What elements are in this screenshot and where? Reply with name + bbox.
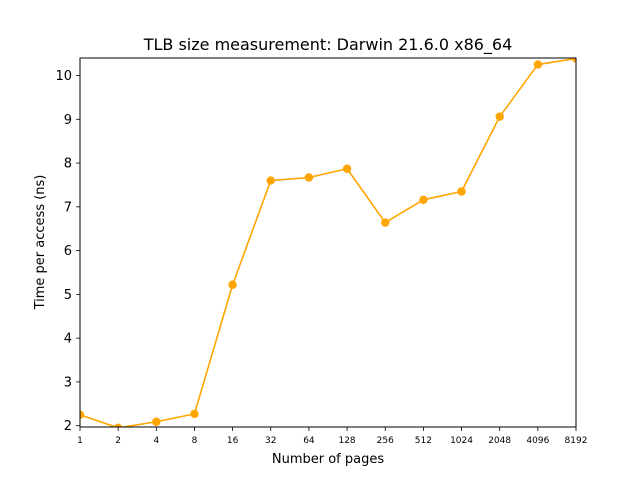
y-tick-label: 10 [55,69,72,84]
x-tick-label: 32 [265,436,276,446]
y-tick-label: 7 [64,200,72,215]
y-tick-label: 5 [64,288,72,303]
data-point [381,218,390,227]
x-tick-label: 8192 [565,436,588,446]
x-tick-label: 8 [192,436,198,446]
axis-ticks: 1 2 4 8 16 32 64 128 256 512 1024 2048 4096 819223456… [55,69,587,446]
data-series [80,58,576,427]
plot-frame [79,57,577,428]
series-group [80,58,576,427]
x-tick-label: 1 [77,436,83,446]
x-axis-label: Number of pages [272,452,384,467]
x-tick-label: 16 [227,436,239,446]
x-tick-label: 256 [377,436,394,446]
data-point [80,410,85,419]
data-point [114,423,123,427]
data-point [533,60,543,69]
y-tick-label: 4 [64,332,72,347]
y-tick-label: 3 [64,375,72,390]
y-tick-label: 6 [64,244,72,259]
data-point [457,187,466,196]
plot-area [80,58,576,427]
data-point [419,195,428,205]
data-point [304,173,314,182]
data-point [266,176,275,185]
x-tick-label: 4096 [526,436,549,446]
data-point [571,58,576,63]
data-point [152,417,161,426]
x-tick-label: 2048 [488,436,511,446]
x-tick-label: 4 [153,436,159,446]
data-point [342,164,352,173]
data-point [495,112,504,121]
x-tick-label: 128 [338,436,355,446]
x-tick-label: 2 [115,436,121,446]
y-tick-label: 8 [64,157,72,172]
x-tick-label: 1024 [450,436,473,446]
y-tick-label: 9 [64,113,72,128]
x-tick-label: 64 [303,436,315,446]
y-axis-label: Time per access (ns) [33,175,48,311]
y-tick-label: 2 [64,419,72,434]
data-point [228,280,237,289]
series-line [80,58,576,427]
chart-title: TLB size measurement: Darwin 21.6.0 x86_… [143,35,513,55]
x-tick-label: 512 [415,436,432,446]
data-point [190,409,199,419]
